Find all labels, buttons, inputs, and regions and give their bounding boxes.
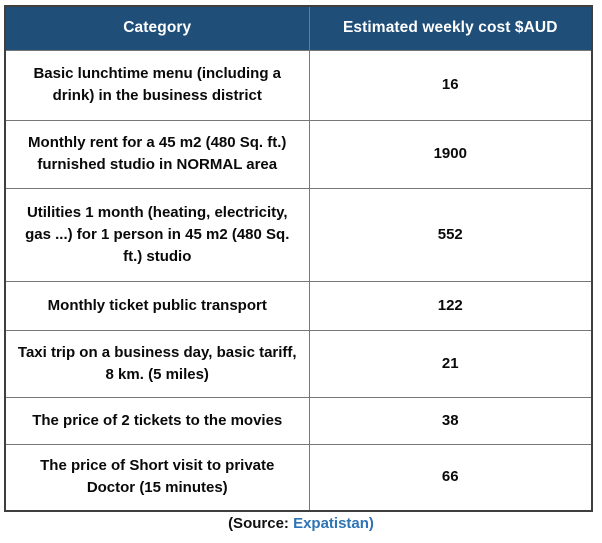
cost-cell: 38 <box>308 396 593 445</box>
cost-cell: 552 <box>308 187 593 282</box>
table-row: Utilities 1 month (heating, electricity,… <box>4 187 593 282</box>
cost-cell: 66 <box>308 443 593 512</box>
source-caption: (Source: Expatistan) <box>0 515 602 532</box>
category-cell: The price of Short visit to private Doct… <box>4 443 310 512</box>
cost-cell: 122 <box>308 280 593 331</box>
column-header-category: Category <box>4 5 310 51</box>
table-row: The price of 2 tickets to the movies 38 <box>4 396 593 445</box>
category-cell: Monthly ticket public transport <box>4 280 310 331</box>
column-header-cost: Estimated weekly cost $AUD <box>308 5 593 51</box>
header-row: Category Estimated weekly cost $AUD <box>4 5 593 51</box>
category-cell: Utilities 1 month (heating, electricity,… <box>4 187 310 282</box>
cost-table: Category Estimated weekly cost $AUD Basi… <box>4 5 593 512</box>
category-cell: Basic lunchtime menu (including a drink)… <box>4 49 310 121</box>
category-cell: The price of 2 tickets to the movies <box>4 396 310 445</box>
table-row: Monthly ticket public transport 122 <box>4 280 593 331</box>
category-cell: Monthly rent for a 45 m2 (480 Sq. ft.) f… <box>4 119 310 189</box>
category-cell: Taxi trip on a business day, basic tarif… <box>4 329 310 398</box>
source-label: (Source: <box>228 515 294 532</box>
expatistan-link[interactable]: Expatistan) <box>293 515 374 532</box>
table-row: The price of Short visit to private Doct… <box>4 443 593 512</box>
table-row: Basic lunchtime menu (including a drink)… <box>4 49 593 121</box>
table-row: Monthly rent for a 45 m2 (480 Sq. ft.) f… <box>4 119 593 189</box>
cost-cell: 16 <box>308 49 593 121</box>
table-row: Taxi trip on a business day, basic tarif… <box>4 329 593 398</box>
cost-cell: 1900 <box>308 119 593 189</box>
cost-cell: 21 <box>308 329 593 398</box>
